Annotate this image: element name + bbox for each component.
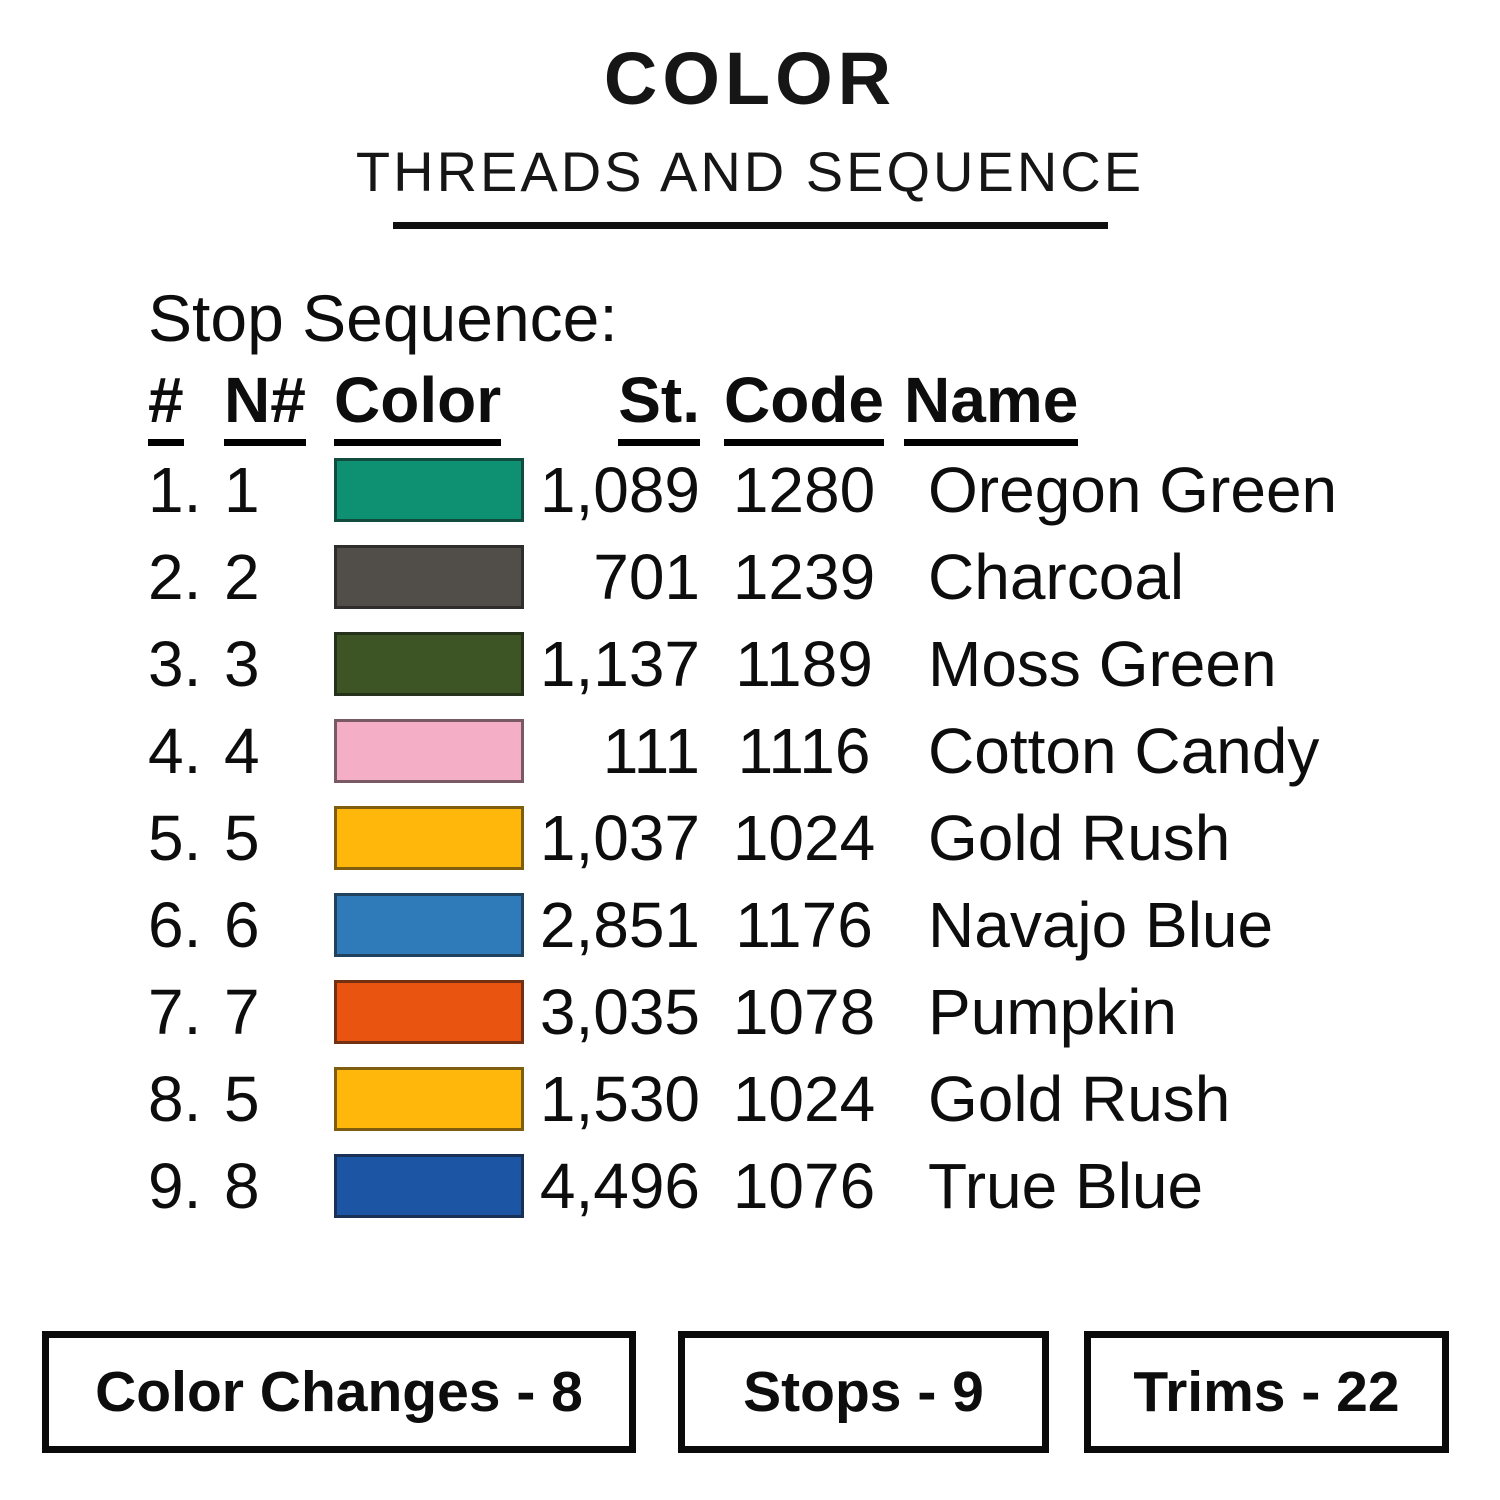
row-stitch-count: 3,035: [539, 975, 700, 1048]
row-swatch-cell: [334, 544, 524, 609]
color-swatch: [334, 892, 524, 957]
header-color: Color: [334, 368, 524, 446]
row-thread-code: 1280: [732, 453, 876, 526]
row-sequence-number: 4.: [148, 714, 202, 787]
row-stitch-count: 1,089: [539, 453, 700, 526]
row-sequence-number: 2.: [148, 540, 202, 613]
row-swatch-cell: [334, 892, 524, 957]
row-thread-code: 1189: [735, 627, 873, 700]
row-thread-name: Oregon Green: [928, 453, 1338, 526]
row-needle-number: 5: [224, 801, 260, 874]
row-stitch-count: 1,037: [539, 801, 700, 874]
table-row: 3. 3 1,137 1189 Moss Green: [148, 620, 1354, 707]
table-row: 6. 6 2,851 1176 Navajo Blue: [148, 881, 1354, 968]
row-thread-name: Gold Rush: [928, 1062, 1231, 1135]
row-swatch-cell: [334, 1066, 524, 1131]
row-thread-code: 1116: [737, 714, 871, 787]
table-row: 8. 5 1,530 1024 Gold Rush: [148, 1055, 1354, 1142]
row-needle-number: 6: [224, 888, 260, 961]
color-swatch: [334, 718, 524, 783]
row-thread-name: True Blue: [928, 1149, 1204, 1222]
row-swatch-cell: [334, 718, 524, 783]
row-swatch-cell: [334, 1153, 524, 1218]
color-swatch: [334, 1153, 524, 1218]
row-needle-number: 4: [224, 714, 260, 787]
color-swatch: [334, 631, 524, 696]
color-swatch: [334, 544, 524, 609]
row-thread-name: Moss Green: [928, 627, 1277, 700]
row-stitch-count: 111: [602, 714, 700, 787]
row-swatch-cell: [334, 457, 524, 522]
row-thread-name: Gold Rush: [928, 801, 1231, 874]
row-sequence-number: 1.: [148, 453, 202, 526]
trims-box: Trims - 22: [1084, 1331, 1449, 1453]
row-needle-number: 3: [224, 627, 260, 700]
row-thread-code: 1239: [732, 540, 876, 613]
color-swatch: [334, 1066, 524, 1131]
row-thread-code: 1024: [732, 801, 876, 874]
table-row: 1. 1 1,089 1280 Oregon Green: [148, 446, 1354, 533]
row-needle-number: 7: [224, 975, 260, 1048]
row-thread-code: 1024: [732, 1062, 876, 1135]
row-stitch-count: 701: [593, 540, 700, 613]
table-row: 2. 2 701 1239 Charcoal: [148, 533, 1354, 620]
title-block: COLOR THREADS AND SEQUENCE: [0, 40, 1500, 229]
title-underline: [392, 221, 1108, 229]
stops-label: Stops - 9: [743, 1360, 984, 1424]
row-swatch-cell: [334, 979, 524, 1044]
row-swatch-cell: [334, 631, 524, 696]
table-row: 9. 8 4,496 1076 True Blue: [148, 1142, 1354, 1229]
stops-box: Stops - 9: [678, 1331, 1049, 1453]
color-changes-box: Color Changes - 8: [42, 1331, 636, 1453]
color-swatch: [334, 979, 524, 1044]
row-sequence-number: 8.: [148, 1062, 202, 1135]
row-sequence-number: 9.: [148, 1149, 202, 1222]
color-changes-label: Color Changes - 8: [95, 1360, 583, 1424]
table-row: 4. 4 111 1116 Cotton Candy: [148, 707, 1354, 794]
row-thread-name: Cotton Candy: [928, 714, 1320, 787]
row-sequence-number: 3.: [148, 627, 202, 700]
row-needle-number: 5: [224, 1062, 260, 1135]
header-seq: #: [148, 368, 224, 446]
table-body: 1. 1 1,089 1280 Oregon Green 2. 2 701 12…: [148, 446, 1354, 1229]
header-stitches: St.: [524, 368, 704, 446]
header-name: Name: [904, 368, 1354, 446]
stop-sequence-table: # N# Color St. Code Name 1. 1 1,089 1280…: [148, 362, 1354, 1229]
row-needle-number: 8: [224, 1149, 260, 1222]
row-thread-name: Charcoal: [928, 540, 1185, 613]
row-swatch-cell: [334, 805, 524, 870]
color-swatch: [334, 805, 524, 870]
row-stitch-count: 2,851: [539, 888, 700, 961]
page-title: COLOR: [603, 37, 897, 120]
trims-label: Trims - 22: [1133, 1360, 1400, 1424]
row-sequence-number: 6.: [148, 888, 202, 961]
table-row: 5. 5 1,037 1024 Gold Rush: [148, 794, 1354, 881]
row-stitch-count: 1,137: [539, 627, 700, 700]
row-stitch-count: 1,530: [539, 1062, 700, 1135]
row-needle-number: 1: [224, 453, 260, 526]
header-code: Code: [704, 368, 904, 446]
row-thread-code: 1076: [732, 1149, 876, 1222]
row-sequence-number: 5.: [148, 801, 202, 874]
row-sequence-number: 7.: [148, 975, 202, 1048]
row-stitch-count: 4,496: [539, 1149, 700, 1222]
color-swatch: [334, 457, 524, 522]
row-thread-name: Navajo Blue: [928, 888, 1274, 961]
stop-sequence-heading: Stop Sequence:: [148, 281, 618, 355]
table-row: 7. 7 3,035 1078 Pumpkin: [148, 968, 1354, 1055]
row-thread-code: 1078: [732, 975, 876, 1048]
row-thread-name: Pumpkin: [928, 975, 1177, 1048]
page-subtitle: THREADS AND SEQUENCE: [355, 139, 1145, 203]
row-needle-number: 2: [224, 540, 260, 613]
table-header-row: # N# Color St. Code Name: [148, 362, 1354, 446]
row-thread-code: 1176: [735, 888, 873, 961]
header-needle: N#: [224, 368, 334, 446]
